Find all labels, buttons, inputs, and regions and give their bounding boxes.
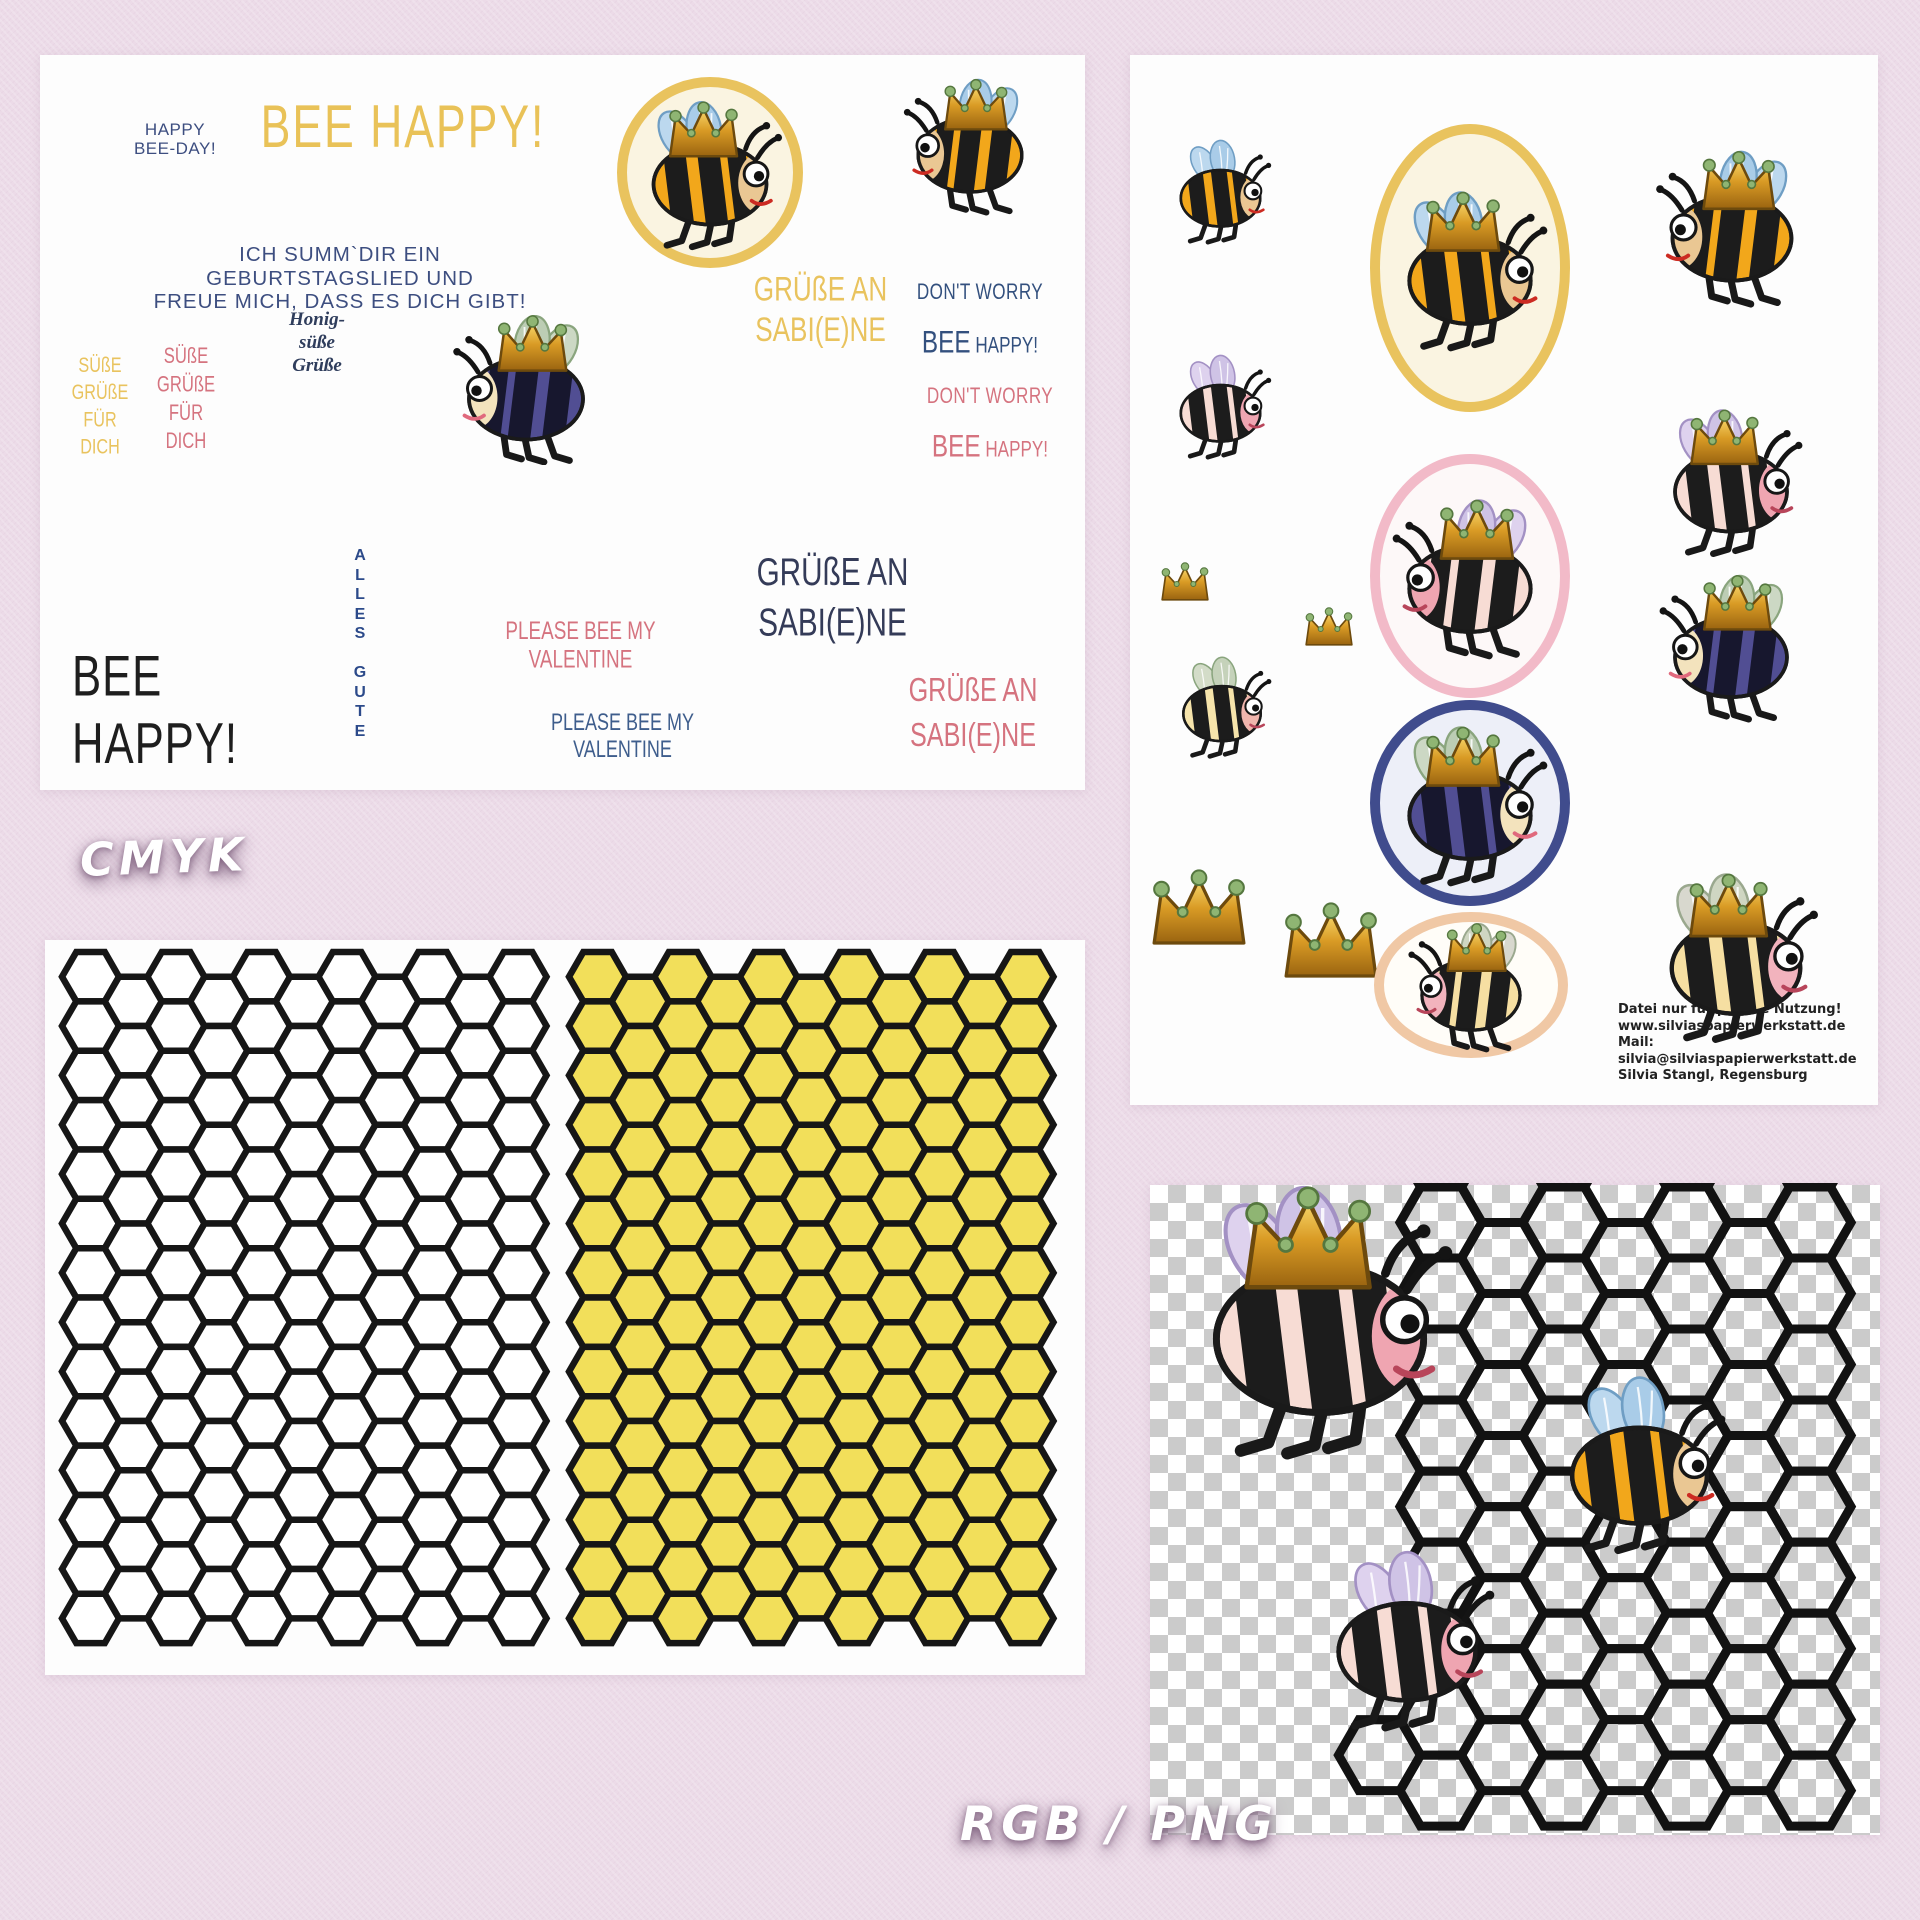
dont-worry-pink-line1: DON'T WORRY [926, 384, 1054, 409]
bee-navy-crowned-2 [1650, 566, 1812, 731]
crown-large-1 [1146, 866, 1252, 958]
badge-bee-yellow-crowned [615, 75, 805, 270]
cmyk-label: CMYK [79, 827, 250, 887]
valentine-pink-text: PLEASE BEE MY VALENTINE [505, 618, 656, 674]
dont-worry-blue-text: DON'T WORRY BEE HAPPY! [895, 262, 1065, 373]
bee-yellow-small [1163, 133, 1278, 251]
bee-happy-heading: BEE HAPPY! [260, 91, 546, 160]
bee-pink-small [1163, 346, 1278, 468]
crown-small-2 [1302, 607, 1356, 651]
dont-worry-line2: BEE HAPPY! [921, 324, 1039, 360]
birthday-song-text: ICH SUMM`DIR EIN GEBURTSTAGSLIED UND FRE… [153, 243, 527, 313]
bee-pink-crowned-large [1170, 1175, 1470, 1470]
honeycomb-yellow [565, 948, 1071, 1666]
rgb-png-label: RGB / PNG [960, 1797, 1278, 1852]
badge-bee-yellow-2 [1368, 122, 1572, 414]
bee-pink-large-2 [1308, 1535, 1506, 1747]
happy-bee-day-text: HAPPY BEE-DAY! [133, 120, 217, 158]
greetings-yellow-text: GRÜßE AN SABI(E)NE [753, 271, 888, 350]
badge-bee-cream [1372, 910, 1570, 1060]
bee-pink-crowned [1650, 398, 1812, 568]
sweet-greetings-yellow-text: SÜßE GRÜßE FÜR DICH [71, 353, 129, 459]
alles-gute-vertical-text: A L L E S G U T E [353, 547, 367, 740]
bee-yellow-large [1542, 1356, 1737, 1574]
dont-worry-pink-line2: BEE HAPPY! [931, 428, 1049, 464]
sweet-greetings-pink-text: SÜßE GRÜßE FÜR DICH [156, 343, 216, 453]
bee-cream-small [1166, 650, 1278, 765]
crown-large-2 [1278, 900, 1384, 990]
bee-happy-black-text: BEE HAPPY! [72, 643, 238, 775]
bee-yellow-crowned-2 [1646, 115, 1818, 343]
greetings-navy-text: GRÜßE AN SABI(E)NE [756, 549, 909, 644]
crown-small-1 [1158, 562, 1212, 606]
greetings-pink-text: GRÜßE AN SABI(E)NE [908, 671, 1038, 753]
badge-bee-pink [1368, 452, 1572, 700]
bee-creampink-crowned [1643, 858, 1829, 1058]
badge-bee-navy [1368, 698, 1572, 908]
valentine-blue-text: PLEASE BEE MY VALENTINE [550, 710, 695, 764]
honey-sweet-greetings-text: Honig- süße Grüße [289, 309, 345, 376]
cmyk-text-sheet: HAPPY BEE-DAY! BEE HAPPY! ICH SUMM`DIR E… [40, 55, 1085, 790]
dont-worry-line1: DON'T WORRY [916, 280, 1044, 305]
dont-worry-pink-text: DON'T WORRY BEE HAPPY! [905, 366, 1075, 477]
honeycomb-white [58, 948, 561, 1666]
bee-yellow-crowned [895, 68, 1045, 226]
bee-navy-crowned [440, 315, 612, 465]
